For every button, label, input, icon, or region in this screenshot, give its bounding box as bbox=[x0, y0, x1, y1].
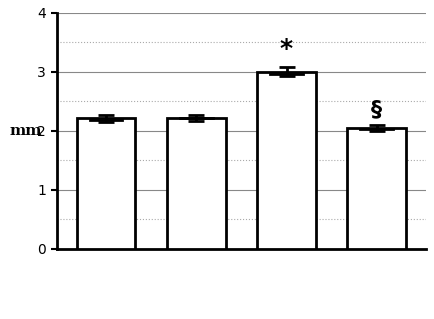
Text: *: * bbox=[279, 37, 293, 62]
Y-axis label: mm: mm bbox=[10, 124, 42, 138]
Bar bbox=[77, 118, 135, 249]
Bar bbox=[347, 128, 405, 249]
Text: §: § bbox=[370, 99, 381, 119]
Bar bbox=[167, 118, 225, 249]
Bar bbox=[256, 72, 315, 249]
